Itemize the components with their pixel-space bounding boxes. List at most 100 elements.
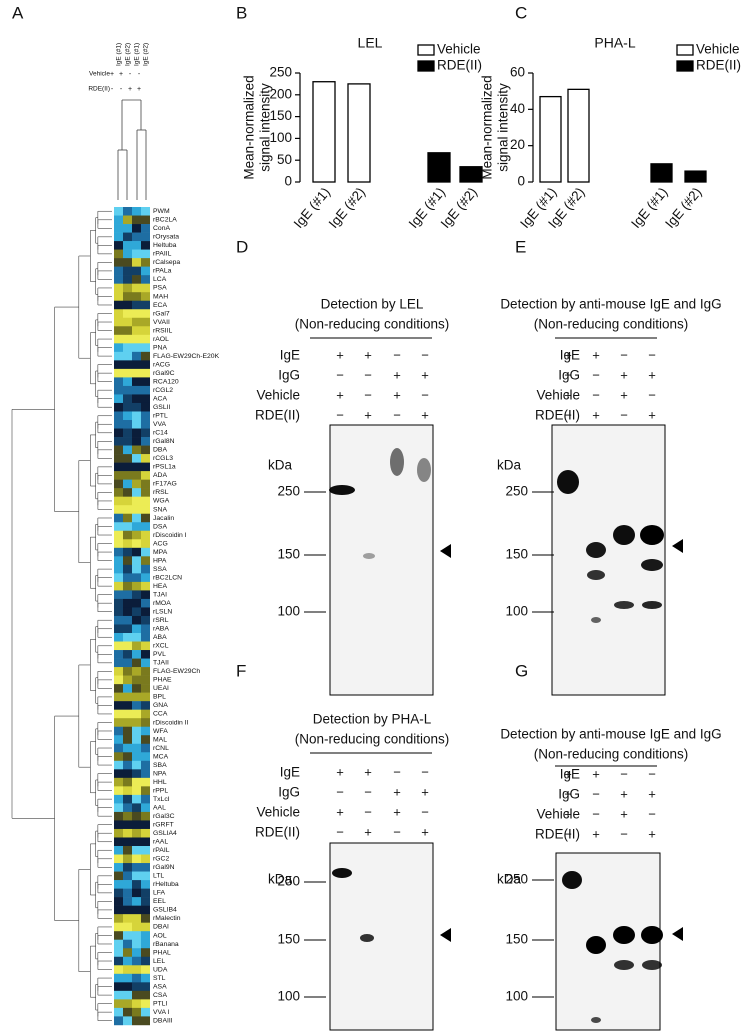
heatmap-cell	[123, 743, 132, 753]
heatmap-cell	[123, 607, 132, 617]
legend-swatch	[676, 60, 694, 72]
heatmap-cell	[123, 667, 132, 676]
blot-band	[332, 868, 352, 878]
heatmap-cell	[132, 794, 141, 804]
condition-mark: +	[648, 407, 656, 422]
heatmap-cell	[114, 207, 123, 216]
heatmap-cell	[141, 581, 150, 591]
heatmap-cell	[141, 880, 150, 889]
bar	[459, 166, 483, 183]
heatmap-cell	[141, 377, 150, 387]
heatmap-cell	[123, 675, 132, 685]
heatmap-cell	[132, 420, 141, 429]
heatmap-cell	[114, 811, 123, 821]
condition-mark: −	[648, 387, 656, 402]
marker-label: 250	[277, 484, 300, 499]
row-label: GSLIB4	[153, 907, 177, 914]
row-label: rF17AG	[153, 481, 177, 488]
heatmap-cell	[132, 368, 141, 378]
blot-band	[642, 601, 662, 609]
heatmap-cell	[123, 854, 132, 864]
condition-label: RDE(II)	[535, 827, 580, 842]
heatmap-cell	[123, 437, 132, 446]
heatmap-cell	[114, 718, 123, 728]
heatmap-cell	[114, 539, 123, 549]
heatmap-cell	[114, 760, 123, 770]
heatmap-cell	[123, 939, 132, 949]
row-label: ASA	[153, 983, 167, 990]
condition-mark: +	[137, 86, 141, 93]
heatmap-cell	[123, 368, 132, 378]
heatmap-cell	[132, 973, 141, 983]
blot-band	[614, 960, 634, 970]
condition-mark: −	[336, 784, 344, 799]
heatmap-cell	[114, 888, 123, 898]
heatmap-cell	[132, 922, 141, 932]
heatmap-cell	[132, 360, 141, 370]
blot-title: Detection by PHA-L	[313, 712, 432, 727]
heatmap-cell	[141, 334, 150, 344]
row-label: HHL	[153, 779, 167, 786]
heatmap-cell	[132, 266, 141, 276]
heatmap-cell	[132, 232, 141, 242]
condition-mark: +	[421, 367, 429, 382]
heatmap-cell	[132, 743, 141, 753]
heatmap-cell	[132, 300, 141, 310]
row-label: ABA	[153, 634, 167, 641]
heatmap-cell	[123, 360, 132, 370]
heatmap-cell	[123, 317, 132, 327]
row-label: SNA	[153, 506, 167, 513]
heatmap-cell	[123, 462, 132, 472]
condition-label: IgE	[280, 765, 300, 780]
heatmap-cell	[141, 241, 150, 250]
heatmap-cell	[132, 854, 141, 864]
heatmap-cell	[114, 709, 123, 719]
blot-title: Detection by anti-mouse IgE and IgG	[500, 727, 721, 742]
heatmap-cell	[114, 880, 123, 889]
y-axis-label: Mean-normalized	[480, 75, 495, 179]
condition-mark: −	[564, 367, 572, 382]
heatmap-cell	[132, 726, 141, 736]
heatmap-cell	[114, 769, 123, 779]
row-label: rCalsepa	[153, 259, 180, 266]
heatmap-cell	[132, 692, 141, 702]
heatmap-cell	[123, 786, 132, 796]
heatmap-cell	[123, 641, 132, 651]
y-tick-label: 60	[510, 65, 525, 80]
heatmap-cell	[123, 880, 132, 889]
condition-mark: +	[393, 367, 401, 382]
heatmap-cell	[114, 650, 123, 659]
marker-label: 100	[277, 604, 300, 619]
condition-mark: +	[592, 826, 600, 841]
heatmap-cell	[114, 999, 123, 1009]
panel-label: B	[236, 3, 247, 22]
heatmap-cell	[132, 249, 141, 259]
heatmap-cell	[114, 735, 123, 745]
heatmap-cell	[123, 275, 132, 284]
condition-mark: −	[364, 784, 372, 799]
heatmap-cell	[132, 675, 141, 685]
row-label: ConA	[153, 225, 170, 232]
condition-mark: +	[592, 766, 600, 781]
heatmap-cell	[132, 283, 141, 293]
heatmap-cell	[141, 360, 150, 370]
bar	[650, 163, 673, 183]
heatmap-cell	[114, 385, 123, 395]
heatmap-cell	[123, 224, 132, 233]
condition-mark: +	[336, 804, 344, 819]
heatmap-cell	[141, 897, 150, 906]
legend-swatch	[417, 44, 435, 56]
condition-mark: +	[564, 347, 572, 362]
heatmap-cell	[123, 650, 132, 659]
condition-mark: −	[364, 387, 372, 402]
column-label: IgE (#2)	[125, 43, 132, 66]
heatmap-cell	[141, 820, 150, 830]
condition-mark: -	[111, 86, 114, 93]
heatmap-cell	[141, 939, 150, 949]
heatmap-cell	[123, 343, 132, 353]
heatmap-cell	[123, 615, 132, 625]
condition-label: RDE(II)	[255, 825, 300, 840]
unit-label: kDa	[268, 872, 292, 887]
condition-mark: −	[364, 367, 372, 382]
legend-label: RDE(II)	[437, 58, 482, 73]
